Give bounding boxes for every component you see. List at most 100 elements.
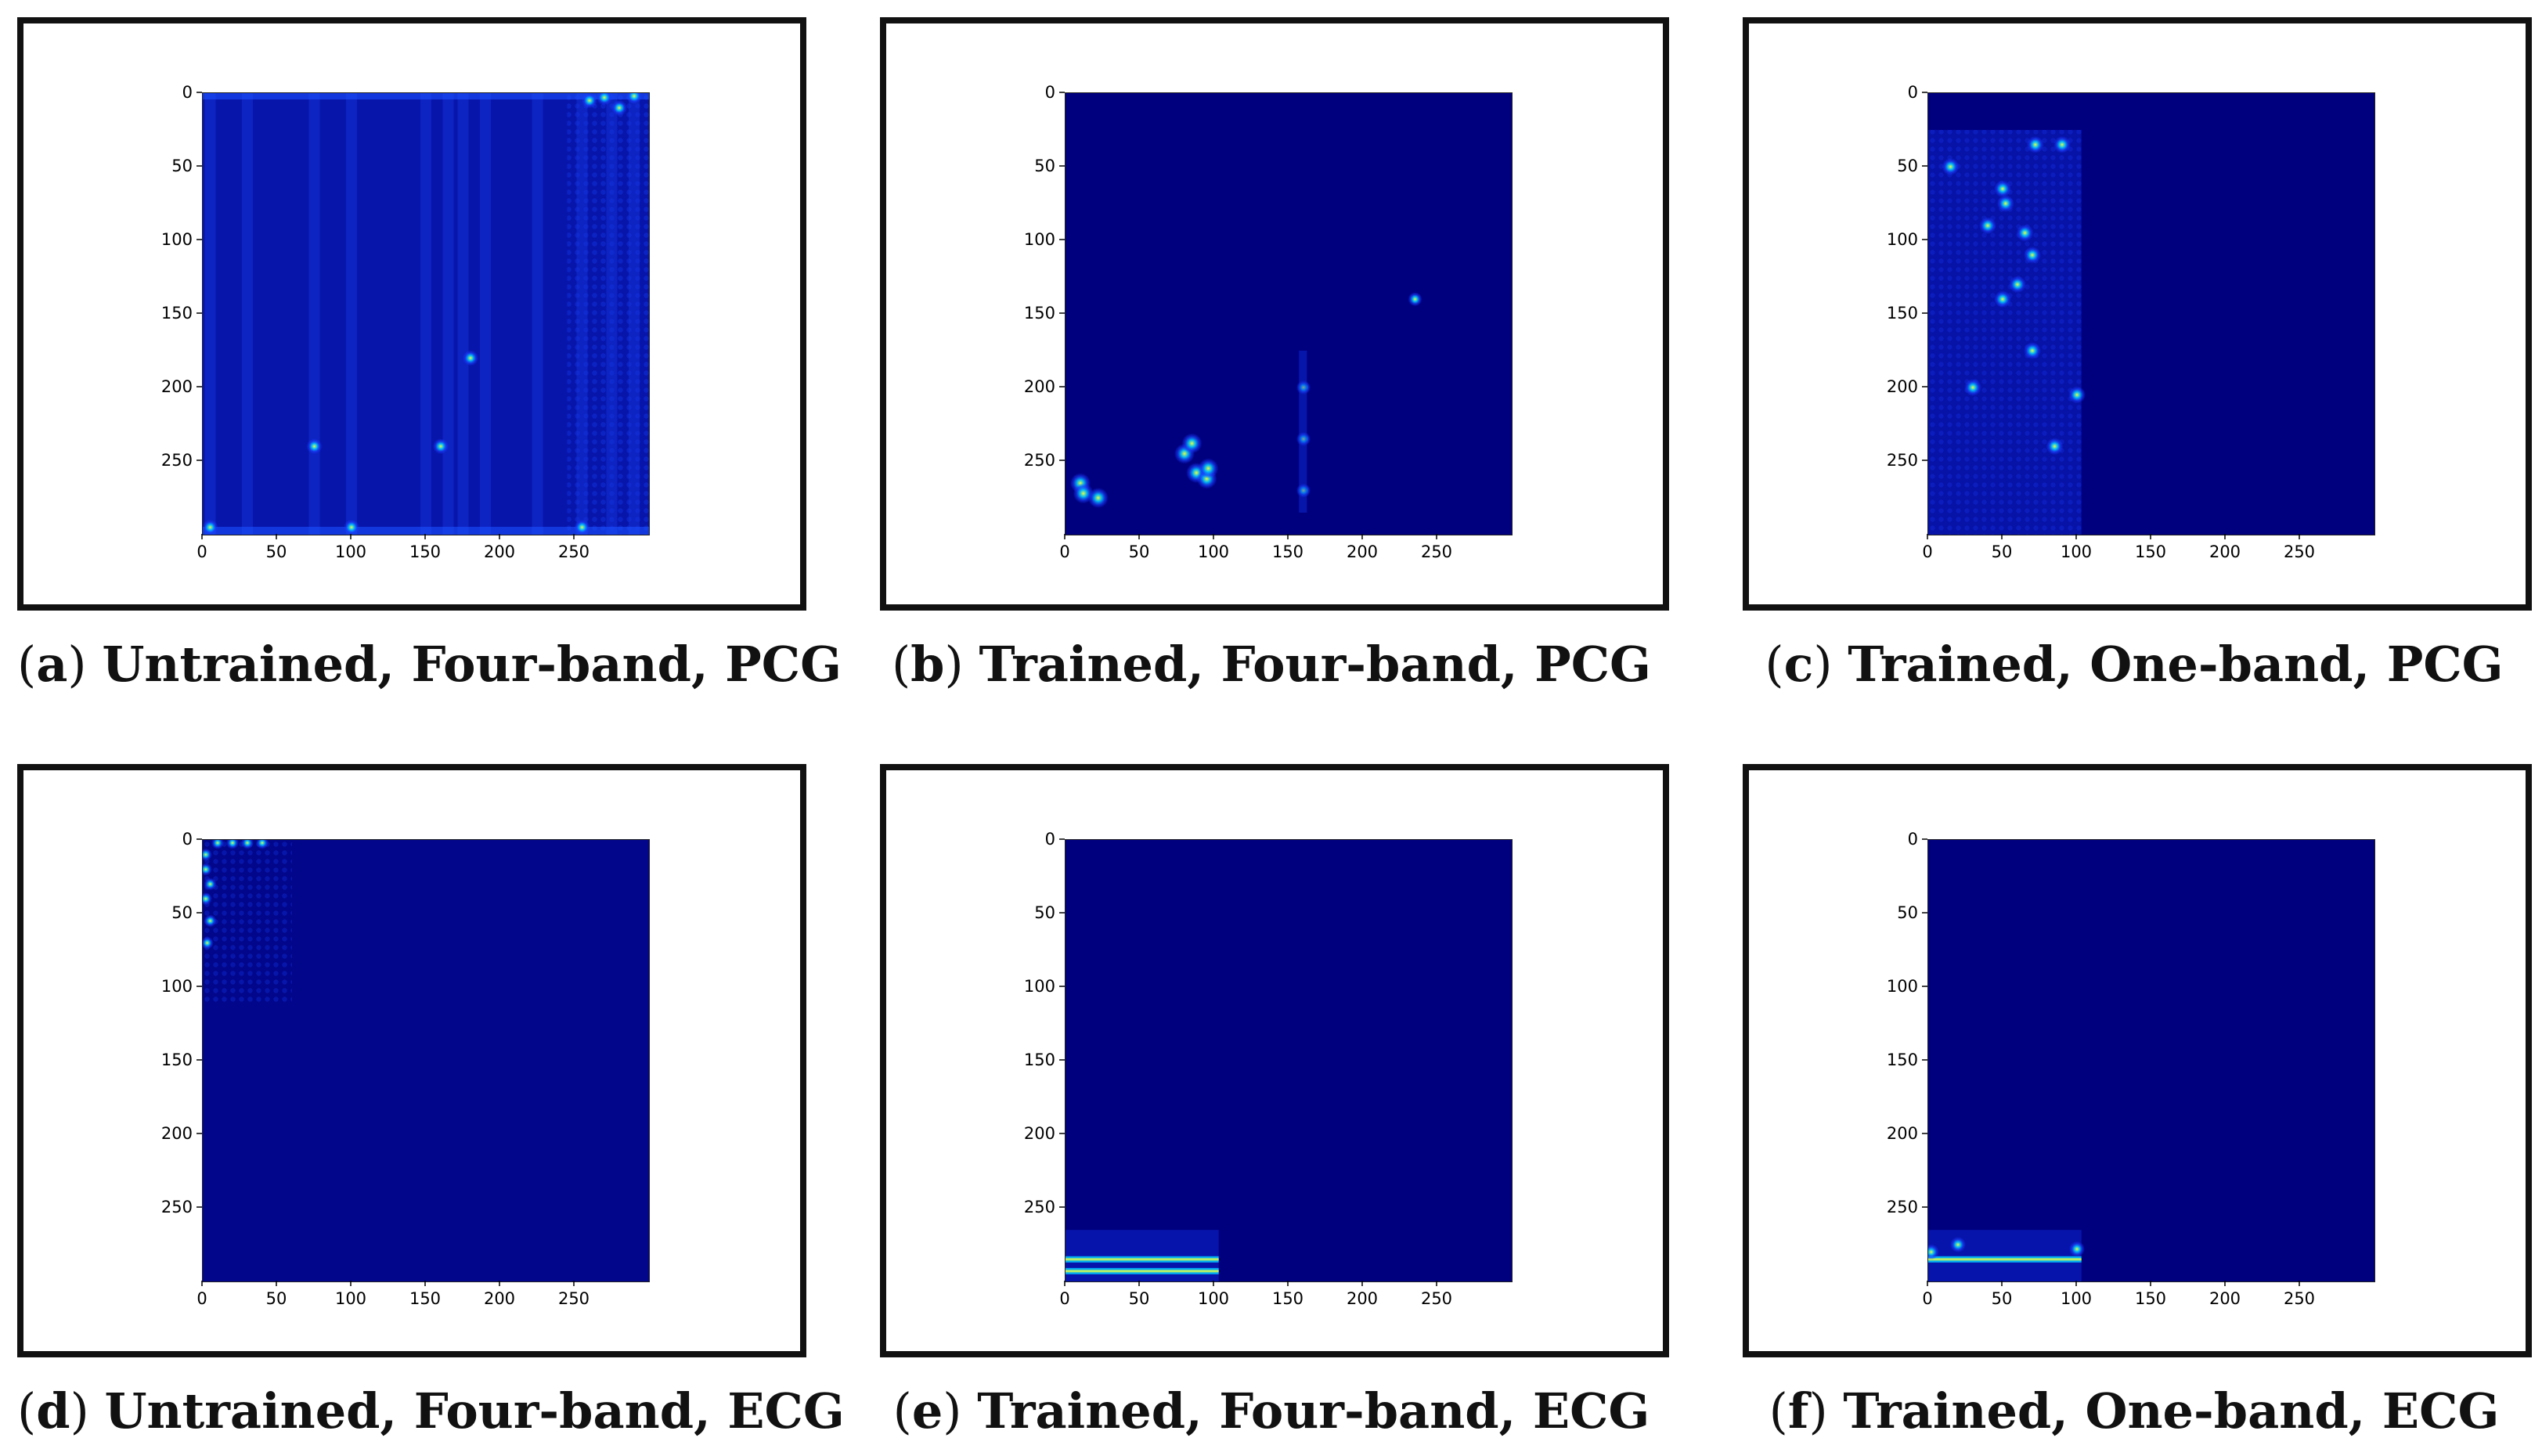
x-tick-label: 250 xyxy=(558,542,590,561)
y-tick-label: 200 xyxy=(1024,377,1055,396)
axis-ticks: 0 50 100 150 200 250 0 50 100 150 200 250 xyxy=(1024,83,1452,561)
heat-spot xyxy=(433,438,449,455)
subfigure-caption: (f) Trained, One-band, ECG xyxy=(1769,1382,2500,1440)
x-tick-label: 50 xyxy=(1992,542,2013,561)
subfigure-caption: (d) Untrained, Four-band, ECG xyxy=(17,1382,845,1440)
heatmap-plot xyxy=(202,839,650,1282)
heat-band xyxy=(203,527,649,535)
heatmap-background xyxy=(1065,840,1512,1281)
axis-ticks: 0 50 100 150 200 250 0 50 100 150 200 250 xyxy=(1887,830,2315,1308)
heat-spot xyxy=(2053,135,2071,153)
x-tick-label: 250 xyxy=(1421,1289,1452,1308)
y-tick-label: 100 xyxy=(1024,230,1055,249)
x-tick-label: 150 xyxy=(409,1289,441,1308)
heat-column xyxy=(242,93,253,535)
x-tick-label: 150 xyxy=(1272,542,1303,561)
heat-spot xyxy=(1928,1244,1939,1260)
heat-spot xyxy=(306,438,323,455)
x-tick-label: 0 xyxy=(1059,542,1069,561)
heatmap-plot xyxy=(202,92,650,535)
x-tick-label: 250 xyxy=(558,1289,590,1308)
heat-spot xyxy=(2069,1241,2085,1257)
heat-spot xyxy=(204,914,217,928)
heat-column xyxy=(532,93,543,535)
heat-spot xyxy=(344,519,359,535)
heat-spot xyxy=(1296,380,1311,395)
heat-column xyxy=(480,93,491,535)
heat-column xyxy=(457,93,469,535)
heatmap-plot xyxy=(1927,92,2375,535)
y-tick-label: 100 xyxy=(161,977,193,996)
x-tick-label: 0 xyxy=(1922,542,1932,561)
x-tick-label: 0 xyxy=(197,542,207,561)
x-tick-label: 250 xyxy=(2284,1289,2315,1308)
y-tick-label: 150 xyxy=(1024,304,1055,323)
heatmap-plot xyxy=(1065,839,1513,1282)
y-tick-label: 150 xyxy=(1887,1051,1918,1069)
y-tick-label: 200 xyxy=(161,1124,193,1143)
x-tick-label: 0 xyxy=(197,1289,207,1308)
y-tick-label: 200 xyxy=(1024,1124,1055,1143)
heat-spot xyxy=(211,840,224,849)
heat-spot xyxy=(2016,224,2034,242)
heat-spot xyxy=(203,519,218,535)
y-tick-label: 0 xyxy=(182,83,193,102)
x-tick-label: 0 xyxy=(1922,1289,1932,1308)
y-tick-label: 50 xyxy=(1034,157,1055,175)
heat-spot xyxy=(463,350,478,366)
y-tick-label: 50 xyxy=(1897,157,1918,175)
x-tick-label: 250 xyxy=(1421,542,1452,561)
heat-spot xyxy=(1950,1237,1966,1252)
x-tick-label: 100 xyxy=(335,542,366,561)
heatmap-plot xyxy=(1927,839,2375,1282)
axis-ticks: 0 50 100 150 200 250 0 50 100 150 200 250 xyxy=(1887,83,2315,561)
y-tick-label: 250 xyxy=(1024,451,1055,470)
x-tick-label: 200 xyxy=(1347,1289,1378,1308)
heat-spot xyxy=(1296,483,1311,498)
heat-spot xyxy=(241,840,254,849)
x-tick-label: 150 xyxy=(2135,1289,2166,1308)
x-tick-label: 50 xyxy=(1129,542,1150,561)
y-tick-label: 250 xyxy=(1887,1198,1918,1216)
heatmap-canvas xyxy=(1065,840,1512,1281)
x-tick-label: 200 xyxy=(484,542,515,561)
heat-spot xyxy=(2046,438,2064,456)
heat-spot xyxy=(203,936,214,950)
heat-spot xyxy=(626,93,642,104)
y-tick-label: 150 xyxy=(161,1051,193,1069)
heat-spot xyxy=(203,863,212,876)
y-tick-label: 50 xyxy=(1034,903,1055,922)
heat-spot xyxy=(1996,195,2014,212)
heat-spot xyxy=(1181,433,1202,454)
y-tick-label: 250 xyxy=(1024,1198,1055,1216)
y-tick-label: 100 xyxy=(1887,977,1918,996)
heatmap-background xyxy=(1928,840,2374,1281)
heat-spot xyxy=(204,878,217,891)
y-tick-label: 0 xyxy=(182,830,193,849)
x-tick-label: 50 xyxy=(1992,1289,2013,1308)
heat-row xyxy=(1065,1270,1219,1273)
heatmap-canvas xyxy=(1928,93,2374,535)
heat-spot xyxy=(1979,217,1996,235)
y-tick-label: 150 xyxy=(161,304,193,323)
subfigure-caption: (a) Untrained, Four-band, PCG xyxy=(17,636,842,693)
heat-spot xyxy=(1408,292,1422,307)
y-tick-label: 50 xyxy=(171,903,193,922)
x-tick-label: 100 xyxy=(2061,542,2092,561)
heat-spot xyxy=(597,93,612,106)
heat-row xyxy=(1928,1258,2082,1261)
x-tick-label: 100 xyxy=(335,1289,366,1308)
y-tick-label: 0 xyxy=(1045,830,1055,849)
x-tick-label: 200 xyxy=(2209,1289,2241,1308)
heat-spot xyxy=(2024,246,2041,264)
y-tick-label: 200 xyxy=(1887,377,1918,396)
y-tick-label: 0 xyxy=(1908,83,1918,102)
heat-spot xyxy=(1994,290,2011,308)
heat-spot xyxy=(1296,431,1311,446)
heat-column xyxy=(420,93,431,535)
x-tick-label: 150 xyxy=(409,542,441,561)
heat-spot xyxy=(256,840,269,849)
y-tick-label: 50 xyxy=(171,157,193,175)
heat-column xyxy=(442,93,454,535)
heat-column xyxy=(346,93,357,535)
